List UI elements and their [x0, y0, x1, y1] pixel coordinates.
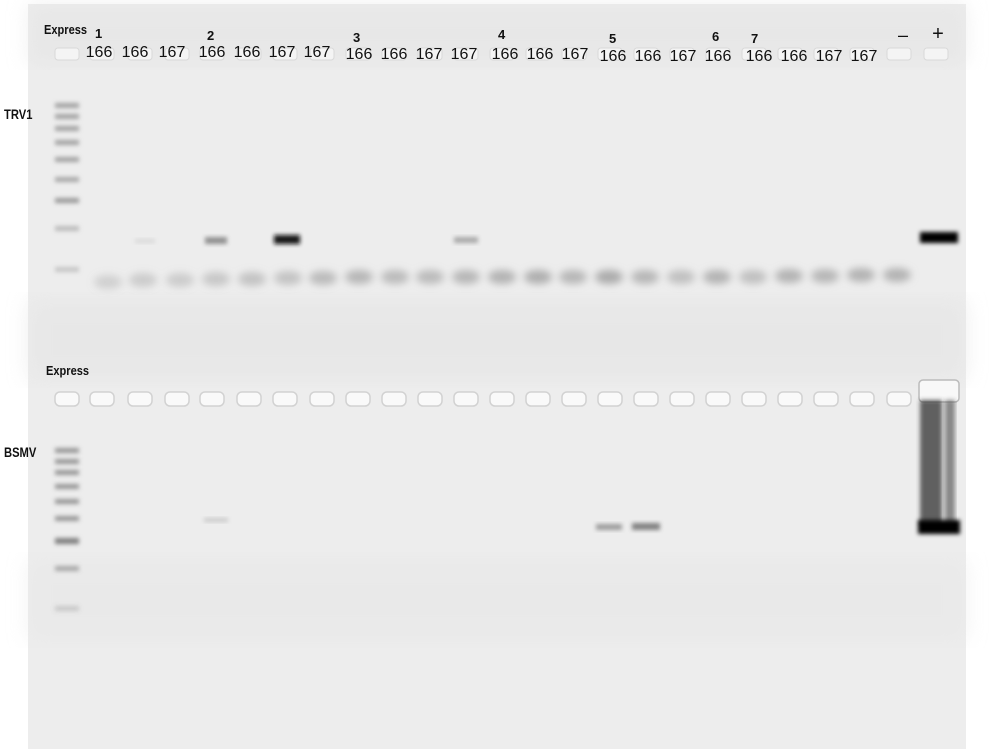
lane-label: 167 — [158, 44, 186, 61]
lane-label: 167 — [303, 44, 331, 61]
lane-label: 167 — [450, 46, 478, 63]
group-number-7: 7 — [751, 31, 759, 46]
top-lower-bands — [94, 268, 911, 289]
positive-control-label: + — [932, 23, 944, 45]
top-marker-label: Express — [44, 22, 88, 37]
group-number-1: 1 — [95, 26, 103, 41]
group-number-4: 4 — [498, 27, 506, 42]
top-specific-bands — [135, 232, 958, 244]
bottom-wells — [54, 391, 912, 407]
top-ladder — [55, 103, 79, 272]
group-number-5: 5 — [609, 31, 617, 46]
group-number-6: 6 — [712, 29, 720, 44]
bottom-positive-lane — [918, 379, 960, 534]
lane-label: 166 — [745, 48, 773, 65]
lane-label: 166 — [526, 46, 554, 63]
group-number-3: 3 — [353, 30, 361, 45]
lane-label: 166 — [345, 46, 373, 63]
lane-label: 166 — [704, 48, 732, 65]
bottom-marker-label: Express — [46, 363, 90, 378]
lane-label: 166 — [233, 44, 261, 61]
lane-label: 166 — [121, 44, 149, 61]
lane-label: 166 — [780, 48, 808, 65]
lane-label: 167 — [815, 48, 843, 65]
lane-label: 166 — [634, 48, 662, 65]
lane-label: 167 — [669, 48, 697, 65]
lane-label: 166 — [85, 44, 113, 61]
bottom-ladder — [55, 448, 79, 611]
negative-control-label: – — [897, 25, 909, 45]
lane-label: 167 — [268, 44, 296, 61]
top-wells — [54, 47, 949, 61]
bottom-side-label: BSMV — [4, 444, 37, 460]
lane-label: 166 — [380, 46, 408, 63]
bottom-specific-bands — [204, 518, 660, 530]
lane-label: 167 — [850, 48, 878, 65]
lane-label: 167 — [415, 46, 443, 63]
group-number-2: 2 — [207, 28, 215, 43]
lane-label: 166 — [198, 44, 226, 61]
lane-label: 167 — [561, 46, 589, 63]
lane-label: 166 — [491, 46, 519, 63]
lane-label: 166 — [599, 48, 627, 65]
top-side-label: TRV1 — [4, 106, 33, 122]
